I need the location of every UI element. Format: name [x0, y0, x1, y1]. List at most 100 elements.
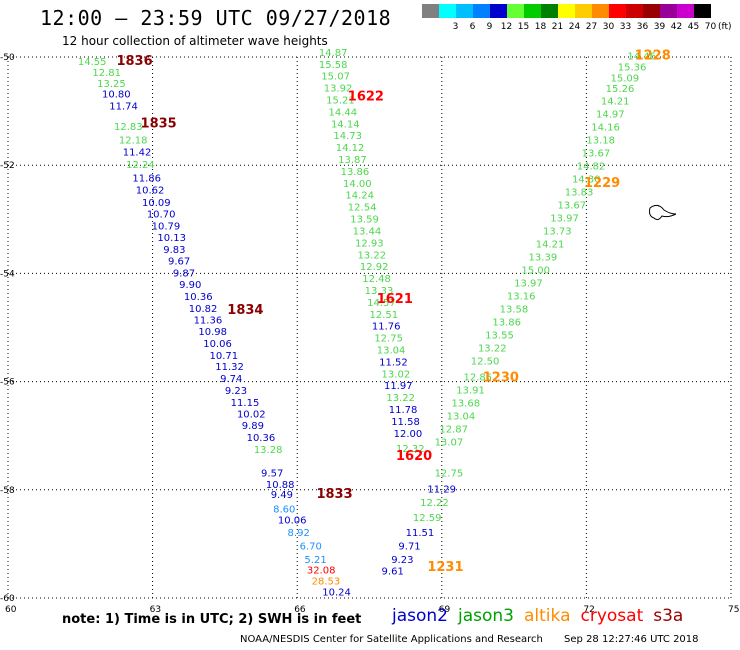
time-label: 1833 [316, 487, 352, 502]
scale-swatch [507, 4, 524, 18]
scale-swatch [694, 4, 711, 18]
data-point-label: 32.08 [307, 566, 336, 577]
scale-label: 27 [585, 22, 598, 32]
credit-text: NOAA/NESDIS Center for Satellite Applica… [240, 634, 543, 645]
data-point-label: 13.86 [341, 167, 370, 178]
data-point-label: 10.36 [247, 433, 276, 444]
data-point-label: 9.61 [382, 567, 404, 578]
data-point-label: 14.57 [367, 298, 396, 309]
time-label: 1834 [227, 303, 263, 318]
scale-label: 15 [517, 22, 530, 32]
data-point-label: 13.07 [435, 437, 464, 448]
data-point-label: 12.92 [360, 262, 389, 273]
data-point-label: 14.14 [331, 119, 360, 130]
x-tick-label: 66 [294, 605, 306, 615]
legend-item-cryosat: cryosat [580, 606, 644, 626]
data-point-label: 13.91 [456, 386, 485, 397]
data-point-label: 10.06 [203, 339, 232, 350]
scale-label: 30 [602, 22, 615, 32]
satellite-legend: jason2 jason3 altika cryosat s3a [392, 606, 693, 626]
scale-swatch [575, 4, 592, 18]
time-label: 1620 [396, 449, 432, 464]
data-point-label: 13.97 [550, 213, 579, 224]
data-point-label: 10.71 [209, 351, 238, 362]
scale-swatch [660, 4, 677, 18]
data-point-label: 13.55 [485, 330, 514, 341]
data-point-label: 12.50 [471, 356, 500, 367]
scale-swatch [439, 4, 456, 18]
data-point-label: 15.21 [326, 96, 355, 107]
data-point-label: 13.86 [492, 317, 521, 328]
data-point-label: 15.07 [321, 72, 350, 83]
data-point-label: 14.21 [536, 239, 565, 250]
data-point-label: 12.85 [463, 373, 492, 384]
y-tick-label: -58 [0, 486, 15, 496]
data-point-label: 9.57 [261, 468, 283, 479]
data-point-label: 10.79 [152, 222, 181, 233]
scale-swatch [473, 4, 490, 18]
data-point-label: 13.25 [97, 79, 126, 90]
data-point-label: 13.59 [350, 215, 379, 226]
data-point-label: 13.22 [386, 393, 415, 404]
data-point-label: 13.04 [447, 411, 476, 422]
data-point-label: 10.24 [322, 587, 351, 598]
timestamp-text: Sep 28 12:27:46 UTC 2018 [564, 634, 699, 645]
data-point-label: 8.60 [273, 505, 295, 516]
data-point-label: 12.54 [348, 203, 377, 214]
scale-label: 33 [619, 22, 632, 32]
y-tick-label: -50 [0, 53, 15, 63]
data-point-label: 14.46 [627, 52, 656, 63]
time-label: 1229 [584, 176, 620, 191]
scale-swatch [490, 4, 507, 18]
time-label: 1230 [483, 371, 519, 386]
legend-item-s3a: s3a [653, 606, 684, 626]
data-point-label: 10.09 [142, 198, 171, 209]
data-point-label: 9.23 [391, 555, 413, 566]
scale-swatch [677, 4, 694, 18]
data-point-label: 13.18 [586, 136, 615, 147]
scale-swatch [592, 4, 609, 18]
data-point-label: 13.83 [565, 187, 594, 198]
scale-label: 3 [452, 22, 459, 32]
y-tick-label: -60 [0, 594, 15, 604]
data-point-label: 14.55 [78, 57, 107, 68]
scale-label: 70 [704, 22, 717, 32]
data-point-label: 14.21 [601, 97, 630, 108]
data-point-label: 10.80 [102, 90, 131, 101]
data-point-label: 11.52 [379, 357, 408, 368]
data-point-label: 12.48 [362, 274, 391, 285]
data-point-label: 10.06 [278, 515, 307, 526]
data-point-label: 10.62 [136, 185, 165, 196]
data-point-label: 14.16 [591, 123, 620, 134]
data-point-label: 9.89 [242, 421, 264, 432]
data-point-label: 11.76 [372, 322, 401, 333]
data-point-label: 11.97 [384, 381, 413, 392]
data-point-label: 9.90 [179, 280, 201, 291]
footer-note: note: 1) Time is in UTC; 2) SWH is in fe… [62, 612, 362, 627]
scale-swatch [524, 4, 541, 18]
legend-item-jason3: jason3 [458, 606, 514, 626]
data-point-label: 11.42 [123, 147, 152, 158]
data-point-label: 11.78 [389, 405, 418, 416]
data-point-label: 14.12 [336, 143, 365, 154]
scale-label: 45 [687, 22, 700, 32]
scale-label: 9 [486, 22, 493, 32]
data-point-label: 14.44 [329, 107, 358, 118]
data-point-label: 10.98 [198, 327, 227, 338]
data-point-label: 11.15 [231, 398, 260, 409]
data-point-label: 9.23 [225, 386, 247, 397]
time-label: 1836 [116, 54, 152, 69]
data-point-label: 13.28 [254, 445, 283, 456]
x-tick-label: 60 [5, 605, 17, 615]
data-point-label: 13.44 [353, 226, 382, 237]
color-scale-unit: (ft) [718, 22, 732, 32]
scale-label: 18 [534, 22, 547, 32]
data-point-label: 13.22 [478, 343, 507, 354]
data-point-label: 15.58 [319, 60, 348, 71]
x-tick-label: 63 [150, 605, 161, 615]
data-point-label: 13.67 [557, 200, 586, 211]
time-label: 1228 [635, 49, 671, 64]
data-point-label: 13.97 [514, 278, 543, 289]
data-point-label: 13.22 [357, 250, 386, 261]
